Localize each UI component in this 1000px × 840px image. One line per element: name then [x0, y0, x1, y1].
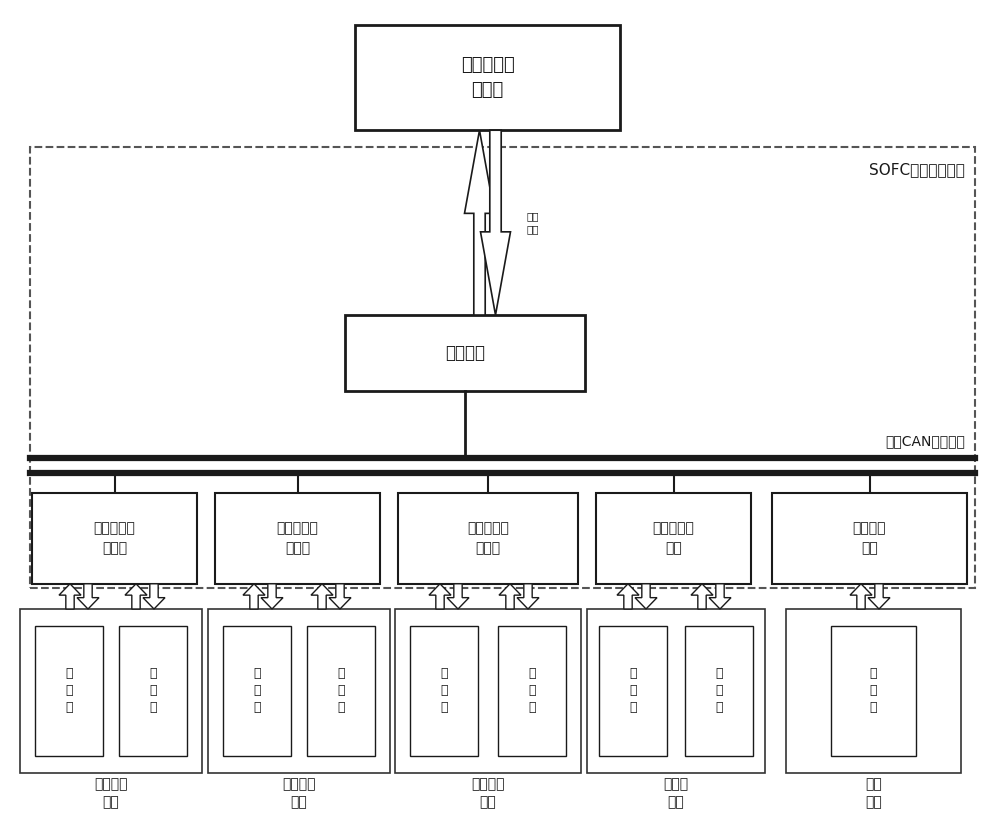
- Text: 电堆
单元: 电堆 单元: [865, 777, 882, 810]
- Polygon shape: [311, 584, 333, 609]
- Polygon shape: [261, 584, 283, 609]
- Text: 传
感
器: 传 感 器: [440, 668, 448, 714]
- Polygon shape: [77, 584, 99, 609]
- Bar: [215, 493, 380, 584]
- Bar: [587, 609, 765, 773]
- Text: 空气供给
单元: 空气供给 单元: [94, 777, 128, 810]
- Bar: [20, 609, 202, 773]
- Bar: [596, 493, 751, 584]
- Text: 空气供给子
控制器: 空气供给子 控制器: [94, 522, 135, 555]
- Text: 执
行
器: 执 行 器: [149, 668, 157, 714]
- Polygon shape: [429, 584, 451, 609]
- Text: 执
行
器: 执 行 器: [337, 668, 345, 714]
- Polygon shape: [480, 130, 510, 315]
- Text: 监控
数据: 监控 数据: [526, 212, 539, 234]
- Text: 传
感
器: 传 感 器: [65, 668, 73, 714]
- Bar: [410, 626, 478, 756]
- Bar: [355, 25, 620, 130]
- Polygon shape: [447, 584, 469, 609]
- Polygon shape: [243, 584, 265, 609]
- Text: 执
行
器: 执 行 器: [528, 668, 536, 714]
- Text: SOFC系统控制单元: SOFC系统控制单元: [869, 162, 965, 177]
- Text: 执
行
器: 执 行 器: [715, 668, 723, 714]
- Bar: [119, 626, 187, 756]
- Text: 尾气回收子
控制器: 尾气回收子 控制器: [467, 522, 509, 555]
- Text: 传
感
器: 传 感 器: [629, 668, 637, 714]
- Polygon shape: [59, 584, 81, 609]
- Polygon shape: [329, 584, 351, 609]
- Text: 系统CAN总线网络: 系统CAN总线网络: [885, 433, 965, 448]
- Text: 燃料供给子
控制器: 燃料供给子 控制器: [277, 522, 318, 555]
- Text: 温度采集
节点: 温度采集 节点: [853, 522, 886, 555]
- Bar: [398, 493, 578, 584]
- Bar: [498, 626, 566, 756]
- Polygon shape: [868, 584, 890, 609]
- Bar: [32, 493, 197, 584]
- Bar: [223, 626, 291, 756]
- Bar: [395, 609, 581, 773]
- Text: 电管理
单元: 电管理 单元: [663, 777, 689, 810]
- Bar: [30, 147, 975, 588]
- Polygon shape: [143, 584, 165, 609]
- Bar: [599, 626, 667, 756]
- Bar: [786, 609, 961, 773]
- Text: 尾气回收
单元: 尾气回收 单元: [471, 777, 505, 810]
- Bar: [35, 626, 103, 756]
- Polygon shape: [850, 584, 872, 609]
- Polygon shape: [517, 584, 539, 609]
- Text: 电管理子控
制器: 电管理子控 制器: [653, 522, 694, 555]
- Bar: [772, 493, 967, 584]
- Bar: [307, 626, 375, 756]
- Bar: [685, 626, 753, 756]
- Polygon shape: [617, 584, 639, 609]
- Bar: [345, 315, 585, 391]
- Text: 传
感
器: 传 感 器: [870, 668, 877, 714]
- Polygon shape: [499, 584, 521, 609]
- Text: 主控制器: 主控制器: [445, 344, 485, 362]
- Polygon shape: [691, 584, 713, 609]
- Polygon shape: [635, 584, 657, 609]
- Bar: [208, 609, 390, 773]
- Polygon shape: [125, 584, 147, 609]
- Text: 燃料供给
单元: 燃料供给 单元: [282, 777, 316, 810]
- Polygon shape: [464, 130, 494, 315]
- Text: 传
感
器: 传 感 器: [253, 668, 261, 714]
- Polygon shape: [709, 584, 731, 609]
- Text: 中央操作监
控界面: 中央操作监 控界面: [461, 56, 514, 99]
- Bar: [831, 626, 916, 756]
